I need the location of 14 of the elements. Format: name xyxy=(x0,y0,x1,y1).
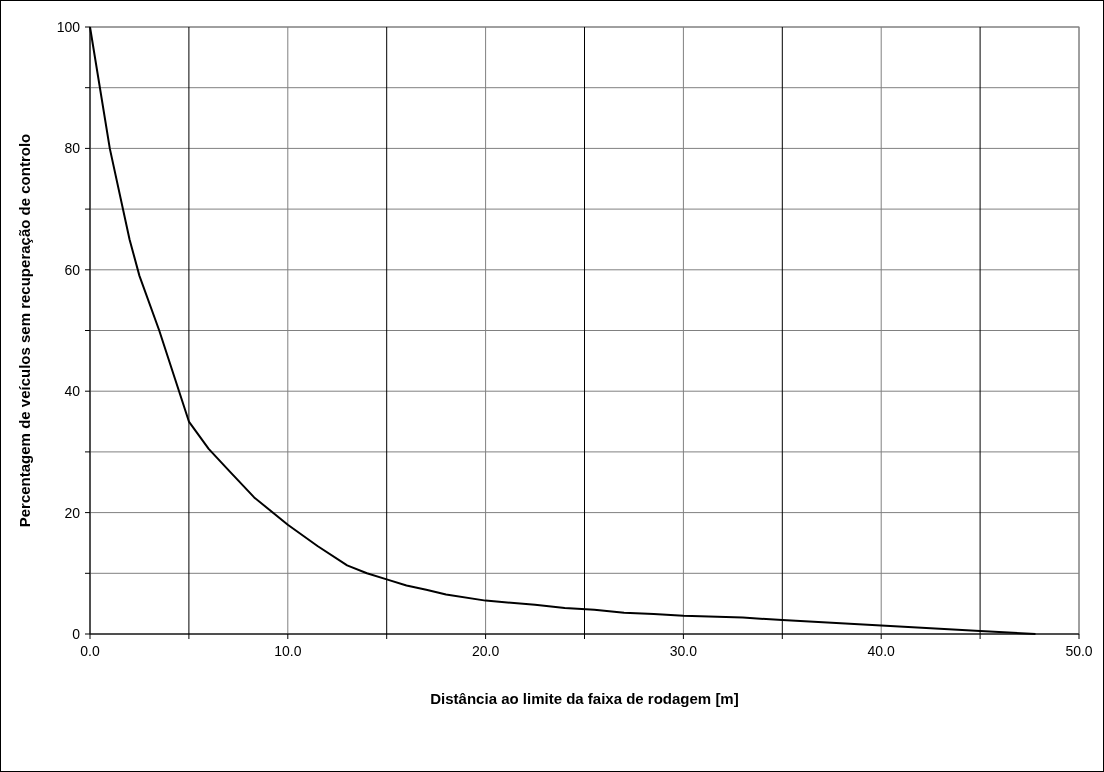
y-tick-label: 60 xyxy=(64,261,81,278)
y-axis-title: Percentagem de veículos sem recuperação de controlo xyxy=(16,133,33,528)
x-tick-label: 50.0 xyxy=(1065,643,1093,659)
y-tick-label: 80 xyxy=(64,140,81,157)
y-tick-label: 0 xyxy=(72,626,81,642)
x-tick-label: 40.0 xyxy=(867,643,896,659)
y-tick-label: 100 xyxy=(56,19,81,35)
x-tick-label: 10.0 xyxy=(274,643,302,659)
x-tick-label: 0.0 xyxy=(80,643,100,659)
x-axis-title: Distância ao limite da faixa de rodagem [m] xyxy=(430,690,739,707)
x-tick-label: 20.0 xyxy=(471,643,500,659)
y-tick-label: 20 xyxy=(64,504,81,521)
x-tick-label: 30.0 xyxy=(669,643,698,659)
y-tick-label: 40 xyxy=(64,383,81,400)
